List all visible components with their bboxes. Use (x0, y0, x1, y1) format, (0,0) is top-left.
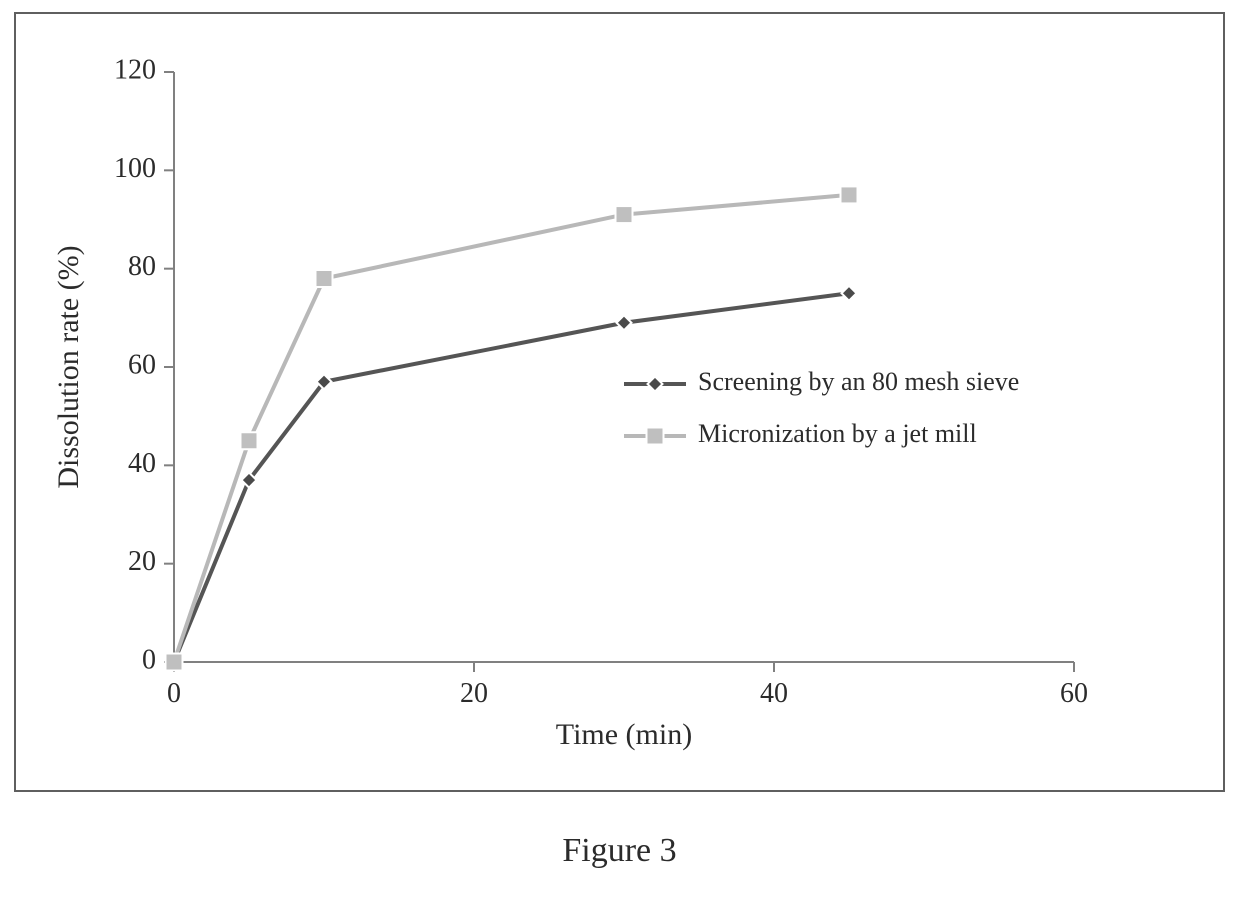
svg-text:Micronization by a jet mill: Micronization by a jet mill (698, 419, 977, 448)
svg-text:0: 0 (142, 644, 156, 675)
svg-text:Dissolution rate (%): Dissolution rate (%) (52, 245, 85, 488)
dissolution-chart: 0 20 40 60 80 100 120 0 20 40 60 Time (min) Dissolut… (16, 14, 1223, 790)
chart-frame: 0 20 40 60 80 100 120 0 20 40 60 Time (min) Dissolut… (14, 12, 1225, 792)
svg-text:Screening by an 80 mesh sieve: Screening by an 80 mesh sieve (698, 367, 1019, 396)
svg-text:40: 40 (760, 678, 788, 709)
svg-text:40: 40 (128, 448, 156, 479)
svg-text:80: 80 (128, 251, 156, 282)
svg-text:60: 60 (1060, 678, 1088, 709)
svg-text:0: 0 (167, 678, 181, 709)
svg-text:20: 20 (460, 678, 488, 709)
svg-text:120: 120 (114, 54, 156, 85)
figure-caption: Figure 3 (0, 832, 1239, 870)
svg-text:60: 60 (128, 349, 156, 380)
svg-text:20: 20 (128, 546, 156, 577)
svg-text:Time (min): Time (min) (556, 718, 692, 751)
figure-caption-text: Figure 3 (562, 832, 676, 869)
figure-container: 0 20 40 60 80 100 120 0 20 40 60 Time (min) Dissolut… (0, 0, 1239, 905)
svg-text:100: 100 (114, 153, 156, 184)
